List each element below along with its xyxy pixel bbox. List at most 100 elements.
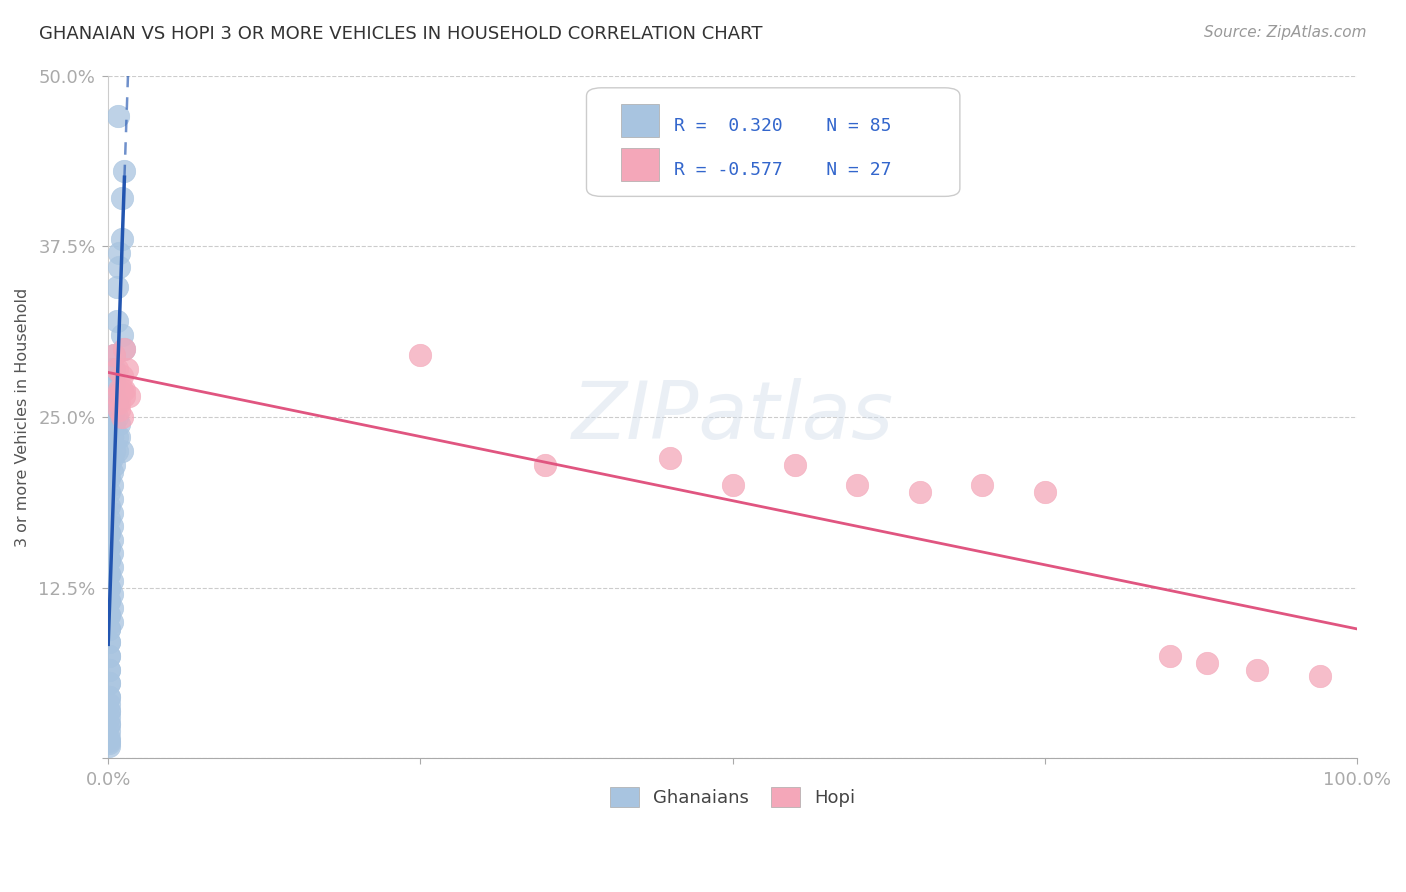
Point xyxy=(409,349,432,363)
Point xyxy=(98,648,121,663)
Point xyxy=(1197,656,1219,670)
Point xyxy=(101,478,124,492)
Point xyxy=(98,739,121,753)
Point xyxy=(105,280,128,294)
Point xyxy=(105,444,128,458)
Point xyxy=(98,540,121,554)
Text: R = -0.577    N = 27: R = -0.577 N = 27 xyxy=(673,161,891,178)
Point xyxy=(534,458,557,472)
Point xyxy=(98,471,121,485)
Point xyxy=(98,512,121,526)
Y-axis label: 3 or more Vehicles in Household: 3 or more Vehicles in Household xyxy=(15,287,30,547)
Point xyxy=(1033,485,1056,500)
Point xyxy=(98,553,121,567)
Legend: Ghanaians, Hopi: Ghanaians, Hopi xyxy=(603,780,862,814)
Point xyxy=(98,731,121,745)
Point xyxy=(103,376,125,390)
Point xyxy=(101,587,124,601)
Point xyxy=(108,403,131,417)
Point xyxy=(107,110,129,124)
FancyBboxPatch shape xyxy=(586,87,960,196)
Point xyxy=(98,526,121,541)
Point xyxy=(105,362,128,376)
Point xyxy=(101,533,124,547)
Point xyxy=(98,704,121,718)
Point xyxy=(105,314,128,328)
Point xyxy=(98,736,121,750)
Point xyxy=(101,506,124,520)
Point xyxy=(98,724,121,739)
Point xyxy=(98,635,121,649)
Point xyxy=(721,478,744,492)
Point xyxy=(101,417,124,431)
Point xyxy=(846,478,869,492)
Point xyxy=(105,389,128,403)
Point xyxy=(111,409,134,424)
Point xyxy=(98,499,121,513)
Point xyxy=(98,717,121,731)
Point xyxy=(98,622,121,636)
Point xyxy=(101,547,124,561)
Point xyxy=(659,450,682,465)
Point xyxy=(1159,648,1181,663)
Point xyxy=(103,349,125,363)
Text: R =  0.320    N = 85: R = 0.320 N = 85 xyxy=(673,117,891,135)
Point xyxy=(103,349,125,363)
Point xyxy=(115,362,138,376)
Point xyxy=(101,601,124,615)
Point xyxy=(103,362,125,376)
Point xyxy=(108,430,131,444)
Point xyxy=(111,368,134,383)
Point xyxy=(98,581,121,595)
Point xyxy=(98,690,121,704)
Point xyxy=(101,376,124,390)
Point xyxy=(972,478,994,492)
Point xyxy=(114,164,136,178)
Point xyxy=(98,635,121,649)
Point xyxy=(98,553,121,567)
Point xyxy=(114,342,136,356)
Point xyxy=(101,430,124,444)
Point xyxy=(111,232,134,246)
Text: GHANAIAN VS HOPI 3 OR MORE VEHICLES IN HOUSEHOLD CORRELATION CHART: GHANAIAN VS HOPI 3 OR MORE VEHICLES IN H… xyxy=(39,25,763,43)
FancyBboxPatch shape xyxy=(621,148,659,181)
Point xyxy=(105,430,128,444)
Point xyxy=(101,519,124,533)
Point xyxy=(101,615,124,629)
Point xyxy=(98,526,121,541)
Point xyxy=(108,260,131,274)
Point xyxy=(111,383,134,397)
Point xyxy=(101,491,124,506)
Text: Source: ZipAtlas.com: Source: ZipAtlas.com xyxy=(1204,25,1367,40)
Point xyxy=(114,383,136,397)
Point xyxy=(908,485,931,500)
Point xyxy=(108,396,131,410)
Point xyxy=(98,710,121,724)
Point xyxy=(103,403,125,417)
Point xyxy=(118,389,141,403)
Point xyxy=(98,607,121,622)
Point xyxy=(98,540,121,554)
Point xyxy=(98,663,121,677)
Point xyxy=(98,733,121,747)
Point xyxy=(98,566,121,581)
Point xyxy=(108,417,131,431)
Point xyxy=(1246,663,1268,677)
Text: ZIPatlas: ZIPatlas xyxy=(572,378,894,456)
Point xyxy=(105,409,128,424)
Point xyxy=(98,566,121,581)
Point xyxy=(98,663,121,677)
Point xyxy=(108,383,131,397)
Point xyxy=(111,444,134,458)
Point xyxy=(98,594,121,608)
Point xyxy=(1309,669,1331,683)
Point xyxy=(98,690,121,704)
Point xyxy=(101,465,124,479)
Point xyxy=(103,417,125,431)
Point xyxy=(114,342,136,356)
Point xyxy=(103,444,125,458)
Point xyxy=(114,389,136,403)
Point xyxy=(103,458,125,472)
Point xyxy=(108,246,131,260)
Point xyxy=(98,622,121,636)
